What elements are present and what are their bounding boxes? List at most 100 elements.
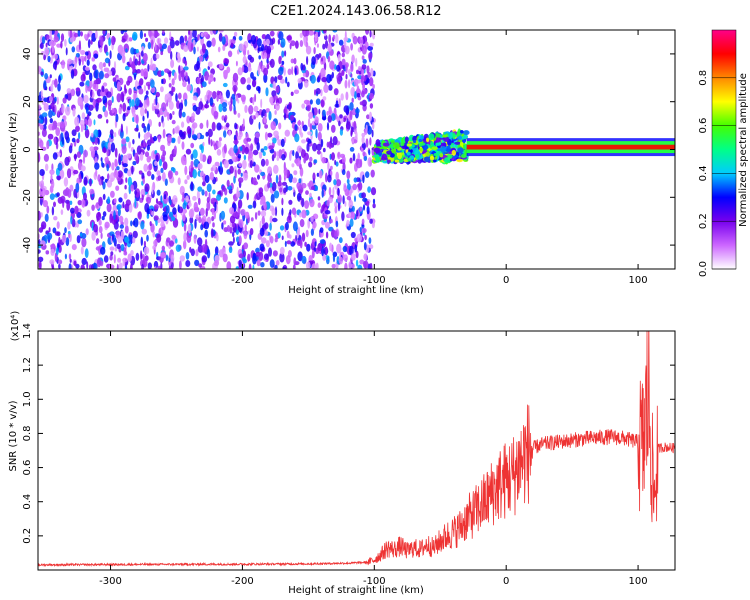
spectrogram-cell [281,197,284,206]
spectrogram-cell [133,217,139,228]
spectrogram-cell [94,137,98,145]
spectrogram-cell [250,34,257,45]
spectrogram-cell [128,184,132,195]
spectrogram-cell [267,173,271,183]
spectrogram-cell [351,97,354,103]
spectrogram-cell [168,211,174,218]
x-tick-label: -200 [231,275,254,286]
spectrogram-cell [102,95,107,104]
spectrogram-cell [311,249,315,259]
spectrogram-cell [263,146,268,151]
spectrogram-cell [282,266,286,269]
spectrogram-cell [38,239,41,245]
x-tick-label: -100 [363,275,386,286]
spectrogram-cell [146,196,152,204]
spectrogram-cell [264,131,268,141]
spectrogram-cell [172,111,175,115]
spectrogram-cell [232,72,239,83]
spectrogram-cell [127,176,132,187]
spectrogram-cell [231,93,236,100]
snr-y-axis-label: SNR (10 * v/v) [8,400,19,471]
spectrogram-cell [423,156,431,163]
spectrogram-cell [144,151,150,158]
spectrogram-cell [315,98,321,105]
spectrogram-cell [306,142,310,152]
spectrogram-cell [351,205,355,213]
spectrogram-cell [268,247,272,257]
spectrogram-cell [45,49,50,55]
spectrogram-cell [56,231,61,237]
spectrogram-cell [238,177,244,184]
spectrogram-cell [243,242,249,250]
spectrogram-cell [122,258,126,267]
spectrogram-cell [288,101,292,112]
spectrogram-cell [146,208,151,215]
spectrogram-cell [141,46,145,51]
spectrogram-cell [238,219,244,228]
spectrogram-cell [363,155,368,161]
spectrogram-cell [132,230,138,239]
spectrogram-cell [187,202,192,208]
spectrogram-cell [38,152,41,162]
spectrogram-cell [350,43,353,51]
spectrogram-cell [106,91,112,98]
spectrogram-cell [263,52,268,59]
spectrogram-cell [165,205,170,214]
spectrogram-cell [261,34,267,40]
spectrogram-cell [56,221,60,230]
spectrogram-cell [250,217,254,222]
spectrogram-cell [269,236,274,244]
spectrogram-cell [85,228,89,236]
spectrogram-cell [275,102,280,111]
spectrogram-cell [348,199,354,209]
spectrogram-cell [51,125,55,131]
spectrogram-cell [50,174,53,181]
spectrogram-cell [188,30,191,35]
spectrogram-cell [332,30,338,33]
spectrogram-cell [145,37,149,42]
spectrogram-cell [240,94,246,103]
spectrogram-cell [294,124,298,131]
spectrogram-cell [46,205,50,214]
spectrogram-cell [38,249,41,254]
spectrogram-cell [226,261,232,269]
spectrogram-cell [214,246,219,256]
spectrogram-cell [67,189,72,198]
spectrogram-cell [120,244,125,252]
spectrogram-cell [175,93,178,102]
spectrogram-cell [58,75,61,84]
spectrogram-cell [179,260,182,269]
spectrogram-cell [155,95,158,106]
spectrogram-cell [235,266,240,269]
y-tick-label: 0.6 [22,460,33,476]
spectrogram-cell [75,87,81,92]
spectrogram-cell [186,115,191,124]
spectrogram-cell [318,108,321,115]
spectrogram-cell [97,114,103,119]
spectrogram-cell [249,150,254,159]
spectrogram-cell [188,208,194,219]
spectrogram-cell [201,81,207,88]
spectrogram-cell [256,38,262,47]
spectrogram-cell [458,135,462,141]
spectrogram-cell [134,189,138,196]
spectrogram-cell [271,90,277,97]
spectrogram-cell [364,234,367,241]
spectrogram-cell [47,133,54,140]
spectrogram-cell [161,245,165,252]
spectrogram-cell [119,224,125,229]
spectrogram-cell [302,64,306,71]
spectrogram-cell [237,154,242,159]
spectrogram-cell [456,158,463,163]
spectrogram-cell [185,72,188,80]
spectrogram-cell [54,53,58,60]
spectrogram-cell [84,66,90,71]
spectrogram-cell [348,79,351,89]
spectrogram-cell [278,174,282,183]
spectrogram-cell [150,223,155,233]
colorbar-ticks: 0.0 0.2 0.4 0.6 0.8 [698,70,736,277]
spectrogram-cell [62,115,67,121]
spectrogram-cell [355,259,359,267]
spectrogram-cell [228,159,234,165]
spectrogram-cell [365,30,370,35]
